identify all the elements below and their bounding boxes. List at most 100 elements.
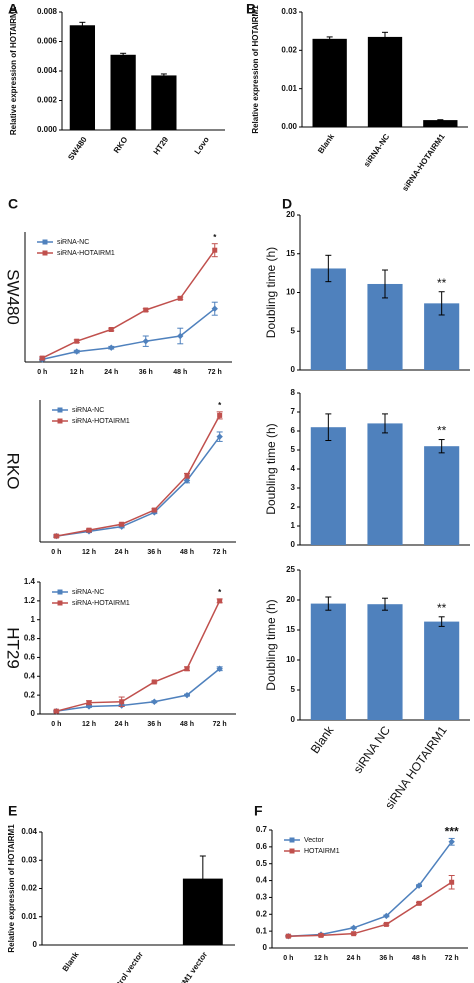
error-bar: [325, 254, 332, 283]
y-tick-label: 0.8: [24, 634, 36, 643]
y-tick-label: 15: [286, 625, 295, 634]
marker: [351, 931, 357, 937]
y-axis-label: Doubling time (h): [264, 247, 278, 338]
series-line: [56, 600, 221, 712]
x-tick-label: 48 h: [180, 721, 194, 728]
y-tick-label: 0.03: [281, 7, 297, 16]
y-axis-label: Relative expression of HOTAIRM1: [9, 6, 18, 135]
marker: [318, 932, 324, 938]
y-tick-label: 0.002: [37, 96, 58, 105]
x-tick-label: 72 h: [213, 549, 227, 556]
y-tick-label: 0.004: [37, 66, 58, 75]
x-tick-label: HT29: [152, 135, 171, 157]
x-tick-label: Lovo: [193, 135, 211, 156]
marker: [151, 679, 157, 685]
row-label: RKO: [4, 453, 23, 490]
legend-marker: [57, 418, 63, 424]
legend-label: siRNA-HOTAIRM1: [72, 600, 130, 607]
series-line: [288, 881, 453, 937]
y-tick-label: 15: [286, 249, 295, 258]
marker: [39, 355, 45, 361]
x-tick-label: 12 h: [82, 721, 96, 728]
error-bar: [199, 855, 206, 902]
y-tick-label: 0.6: [256, 842, 268, 851]
y-tick-label: 1: [31, 615, 36, 624]
marker: [211, 305, 218, 312]
marker: [217, 412, 223, 418]
x-tick-label: siRNA-HOTAIRM1: [400, 132, 447, 193]
error-bar: [382, 413, 388, 434]
annotation: **: [437, 276, 447, 290]
error-bar: [382, 269, 388, 299]
marker: [119, 699, 125, 705]
x-tick-label: Blank: [316, 132, 336, 155]
marker: [285, 933, 291, 939]
y-tick-label: 1.2: [24, 596, 36, 605]
y-tick-label: 0.01: [281, 84, 297, 93]
x-tick-label: 72 h: [208, 369, 222, 376]
legend-label: siRNA-NC: [72, 407, 104, 414]
error-bar: [160, 73, 167, 78]
y-tick-label: 0.2: [256, 909, 268, 918]
legend-label: siRNA-HOTAIRM1: [72, 418, 130, 425]
y-tick-label: 10: [286, 655, 295, 664]
y-tick-label: 0.4: [256, 876, 268, 885]
bar: [312, 38, 347, 128]
annotation: *: [218, 588, 222, 597]
series-line: [41, 249, 216, 359]
x-tick-label: 72 h: [445, 955, 459, 962]
y-tick-label: 0: [263, 943, 268, 952]
y-tick-label: 4: [291, 464, 296, 473]
error-bar: [437, 119, 444, 121]
marker: [86, 700, 92, 706]
y-tick-label: 0.4: [24, 671, 36, 680]
x-tick-label: 36 h: [147, 721, 161, 728]
bar: [367, 423, 403, 545]
x-tick-label: 24 h: [347, 955, 361, 962]
marker: [183, 691, 191, 699]
marker: [183, 477, 191, 484]
bar: [310, 603, 346, 720]
marker: [143, 307, 149, 313]
error-bar: [325, 413, 332, 441]
annotation: *: [213, 233, 217, 242]
y-axis-label: Relative expression of HOTAIRM1: [251, 5, 260, 134]
annotation: **: [437, 601, 447, 615]
x-tick-label: Blank: [61, 950, 81, 973]
row-label: HT29: [4, 627, 23, 669]
legend-label: HOTAIRM1: [304, 848, 340, 855]
legend-marker: [289, 848, 295, 854]
marker: [74, 338, 80, 344]
marker: [108, 327, 114, 332]
legend-marker: [57, 589, 63, 595]
bar: [310, 268, 346, 370]
bar: [367, 604, 403, 720]
x-tick-label: 72 h: [213, 721, 227, 728]
bar: [423, 120, 458, 127]
x-tick-label: 12 h: [70, 369, 84, 376]
error-bar: [325, 596, 332, 611]
marker: [449, 879, 455, 885]
y-tick-label: 0.000: [37, 125, 58, 134]
y-tick-label: 0: [31, 709, 36, 718]
marker: [415, 882, 423, 889]
y-tick-label: 0.006: [37, 37, 58, 46]
bar: [367, 36, 403, 127]
x-tick-label: siRNA-NC: [362, 132, 391, 169]
legend-label: Vector: [304, 837, 325, 844]
x-tick-label: 24 h: [115, 721, 129, 728]
y-tick-label: 6: [291, 426, 296, 435]
bar: [424, 446, 460, 545]
y-tick-label: 10: [286, 288, 295, 297]
marker: [383, 912, 390, 920]
legend-label: siRNA-NC: [72, 589, 104, 596]
y-tick-label: 7: [291, 407, 296, 416]
x-tick-label: SW480: [66, 135, 89, 162]
y-tick-label: 5: [291, 685, 296, 694]
y-tick-label: 0.008: [37, 7, 58, 16]
legend-label: siRNA-HOTAIRM1: [57, 250, 115, 257]
y-tick-label: 0: [291, 715, 296, 724]
y-axis-label: Doubling time (h): [264, 423, 278, 514]
bar: [110, 54, 136, 130]
